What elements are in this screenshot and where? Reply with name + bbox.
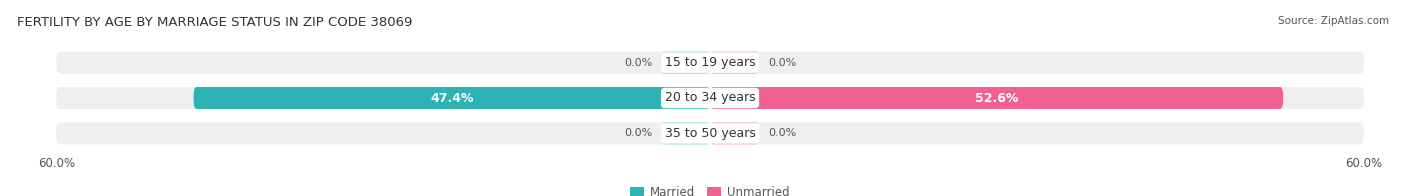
FancyBboxPatch shape [56,52,1364,74]
Text: FERTILITY BY AGE BY MARRIAGE STATUS IN ZIP CODE 38069: FERTILITY BY AGE BY MARRIAGE STATUS IN Z… [17,16,412,29]
Text: 35 to 50 years: 35 to 50 years [665,127,755,140]
FancyBboxPatch shape [710,52,759,74]
FancyBboxPatch shape [661,52,710,74]
FancyBboxPatch shape [56,122,1364,144]
Text: 0.0%: 0.0% [624,58,652,68]
Text: 20 to 34 years: 20 to 34 years [665,92,755,104]
Text: 0.0%: 0.0% [768,58,796,68]
FancyBboxPatch shape [194,87,710,109]
Text: 0.0%: 0.0% [768,128,796,138]
Text: 15 to 19 years: 15 to 19 years [665,56,755,69]
Text: 0.0%: 0.0% [624,128,652,138]
Text: 52.6%: 52.6% [974,92,1018,104]
Text: Source: ZipAtlas.com: Source: ZipAtlas.com [1278,16,1389,26]
FancyBboxPatch shape [56,87,1364,109]
Text: 47.4%: 47.4% [430,92,474,104]
Legend: Married, Unmarried: Married, Unmarried [626,182,794,196]
FancyBboxPatch shape [710,87,1284,109]
FancyBboxPatch shape [710,122,759,144]
FancyBboxPatch shape [661,122,710,144]
